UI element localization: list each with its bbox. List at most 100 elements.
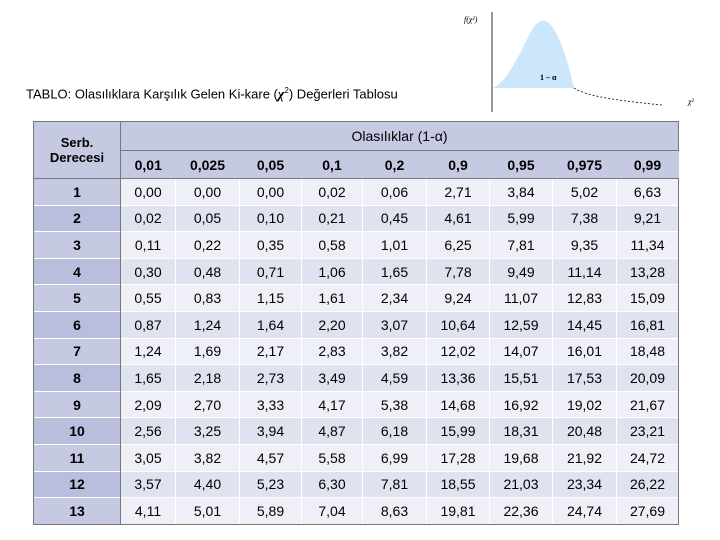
- table-row: 2 0,02 0,05 0,10 0,21 0,45 4,61 5,99 7,38 9,21: [33, 204, 679, 232]
- chi-square-value-cell: 15,51: [489, 364, 553, 392]
- chi-square-value-cell: 12,02: [426, 337, 490, 365]
- chi-square-value-cell: 9,49: [489, 257, 553, 285]
- chi-square-value-cell: 14,68: [426, 390, 490, 418]
- chi-square-value-cell: 0,00: [120, 178, 176, 206]
- chi-square-value-cell: 3,05: [120, 443, 176, 472]
- chi-square-value-cell: 14,07: [489, 337, 553, 365]
- chi-square-value-cell: 0,21: [301, 204, 363, 232]
- chi-square-value-cell: 1,15: [239, 284, 302, 312]
- chi-square-value-cell: 20,48: [552, 417, 617, 445]
- chi-square-value-cell: 2,83: [301, 337, 363, 365]
- chi-square-value-cell: 6,63: [616, 178, 679, 206]
- area-label: 1 – α: [540, 73, 557, 82]
- chi-square-value-cell: 16,01: [552, 337, 617, 365]
- chi-square-value-cell: 5,58: [301, 443, 363, 472]
- chi-square-value-cell: 3,25: [175, 417, 240, 445]
- chi-square-value-cell: 0,00: [239, 178, 302, 206]
- chi-square-value-cell: 0,58: [301, 231, 363, 259]
- chi-square-value-cell: 4,40: [175, 470, 240, 498]
- chi-square-value-cell: 5,01: [175, 497, 240, 525]
- chi-square-value-cell: 0,87: [120, 310, 176, 339]
- chi-square-value-cell: 0,02: [301, 178, 363, 206]
- chi-square-value-cell: 1,65: [362, 257, 427, 285]
- table-row: 4 0,30 0,48 0,71 1,06 1,65 7,78 9,49 11,14 13,28: [33, 257, 679, 285]
- chi-square-value-cell: 6,25: [426, 231, 490, 259]
- chi-square-value-cell: 18,31: [489, 417, 553, 445]
- chi-square-value-cell: 5,02: [552, 178, 617, 206]
- chi-square-value-cell: 22,36: [489, 497, 553, 525]
- chi-square-value-cell: 1,01: [362, 231, 427, 259]
- chi-square-value-cell: 1,06: [301, 257, 363, 285]
- table-row: 9 2,09 2,70 3,33 4,17 5,38 14,68 16,92 19,02 21,6…: [33, 390, 679, 418]
- chi-square-value-cell: 0,55: [120, 284, 176, 312]
- chi-square-value-cell: 18,48: [616, 337, 679, 365]
- chi-square-value-cell: 3,49: [301, 364, 363, 392]
- chi-square-value-cell: 5,38: [362, 390, 427, 418]
- chi-square-value-cell: 3,33: [239, 390, 302, 418]
- chi-square-value-cell: 0,22: [175, 231, 240, 259]
- chi-square-value-cell: 8,63: [362, 497, 427, 525]
- degrees-of-freedom-cell: 9: [33, 390, 121, 418]
- probability-column-header: 0,2: [362, 150, 427, 179]
- degrees-of-freedom-cell: 10: [33, 417, 121, 445]
- chi-square-value-cell: 0,06: [362, 178, 427, 206]
- chi-square-value-cell: 3,57: [120, 470, 176, 498]
- chi-square-value-cell: 20,09: [616, 364, 679, 392]
- probability-column-header: 0,01: [120, 150, 176, 179]
- probability-column-header: 0,99: [616, 150, 679, 179]
- degrees-of-freedom-cell: 13: [33, 497, 121, 525]
- chi-square-value-cell: 26,22: [616, 470, 679, 498]
- chi-square-value-cell: 0,10: [239, 204, 302, 232]
- chi-square-value-cell: 6,99: [362, 443, 427, 472]
- chi-square-value-cell: 17,53: [552, 364, 617, 392]
- chi-square-value-cell: 0,00: [175, 178, 240, 206]
- chi-square-value-cell: 6,18: [362, 417, 427, 445]
- probabilities-header: Olasılıklar (1-α): [120, 121, 679, 151]
- chi-square-value-cell: 2,18: [175, 364, 240, 392]
- degrees-of-freedom-cell: 3: [33, 231, 121, 259]
- degrees-of-freedom-cell: 4: [33, 257, 121, 285]
- degrees-of-freedom-header: Serb. Derecesi: [33, 121, 121, 179]
- chi-square-value-cell: 9,24: [426, 284, 490, 312]
- chi-square-value-cell: 19,02: [552, 390, 617, 418]
- chi-square-value-cell: 7,38: [552, 204, 617, 232]
- chi-square-value-cell: 12,83: [552, 284, 617, 312]
- degrees-of-freedom-cell: 8: [33, 364, 121, 392]
- chi-square-value-cell: 5,23: [239, 470, 302, 498]
- df-header-line1: Serb.: [60, 135, 94, 150]
- probability-columns-row: 0,01 0,025 0,05 0,1 0,2 0,9 0,95 0,975 0,99: [34, 150, 679, 179]
- degrees-of-freedom-cell: 7: [33, 337, 121, 365]
- chi-square-value-cell: 4,61: [426, 204, 490, 232]
- chi-square-value-cell: 0,02: [120, 204, 176, 232]
- table-row: 7 1,24 1,69 2,17 2,83 3,82 12,02 14,07 16,01 18,4…: [33, 337, 679, 365]
- chi-square-distribution-figure: f(χ²) 1 – α χ²: [464, 12, 695, 112]
- chi-square-value-cell: 16,92: [489, 390, 553, 418]
- chi-square-value-cell: 21,67: [616, 390, 679, 418]
- chi-square-value-cell: 3,07: [362, 310, 427, 339]
- chi-square-value-cell: 7,81: [489, 231, 553, 259]
- chi-superscript: 2: [284, 86, 289, 95]
- table-row: 5 0,55 0,83 1,15 1,61 2,34 9,24 11,07 12,83 15,09: [33, 284, 679, 312]
- chi-square-value-cell: 4,57: [239, 443, 302, 472]
- chi-square-value-cell: 1,69: [175, 337, 240, 365]
- chi-square-value-cell: 12,59: [489, 310, 553, 339]
- degrees-of-freedom-cell: 2: [33, 204, 121, 232]
- degrees-of-freedom-cell: 1: [33, 178, 121, 206]
- chi-square-value-cell: 7,81: [362, 470, 427, 498]
- chi-square-value-cell: 24,74: [552, 497, 617, 525]
- table-row: 10 2,56 3,25 3,94 4,87 6,18 15,99 18,31 20,48 23,…: [33, 417, 679, 445]
- chi-square-value-cell: 0,30: [120, 257, 176, 285]
- degrees-of-freedom-cell: 6: [33, 310, 121, 339]
- probability-column-header: 0,975: [552, 150, 617, 179]
- chi-square-value-cell: 3,94: [239, 417, 302, 445]
- chi-square-value-cell: 14,45: [552, 310, 617, 339]
- title-text-end: ) Değerleri Tablosu: [288, 86, 398, 102]
- chi-square-value-cell: 27,69: [616, 497, 679, 525]
- area-under-curve: [492, 20, 574, 88]
- chi-square-value-cell: 21,03: [489, 470, 553, 498]
- x-axis-label: χ²: [687, 97, 695, 106]
- degrees-of-freedom-cell: 5: [33, 284, 121, 312]
- chi-square-value-cell: 23,34: [552, 470, 617, 498]
- chi-square-value-cell: 4,59: [362, 364, 427, 392]
- chi-square-value-cell: 24,72: [616, 443, 679, 472]
